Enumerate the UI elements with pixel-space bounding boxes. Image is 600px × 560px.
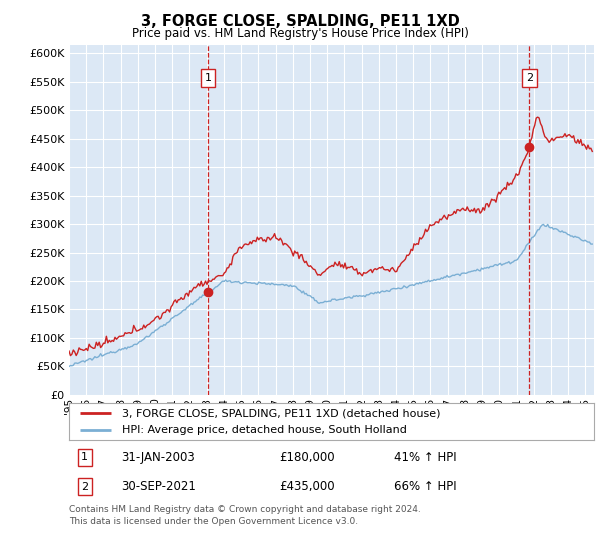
Text: This data is licensed under the Open Government Licence v3.0.: This data is licensed under the Open Gov… (69, 517, 358, 526)
Text: 66% ↑ HPI: 66% ↑ HPI (395, 480, 457, 493)
Text: 1: 1 (81, 452, 88, 462)
Text: Price paid vs. HM Land Registry's House Price Index (HPI): Price paid vs. HM Land Registry's House … (131, 27, 469, 40)
Text: 3, FORGE CLOSE, SPALDING, PE11 1XD (detached house): 3, FORGE CLOSE, SPALDING, PE11 1XD (deta… (121, 408, 440, 418)
Text: 2: 2 (81, 482, 88, 492)
Text: 2: 2 (526, 73, 533, 83)
Text: 41% ↑ HPI: 41% ↑ HPI (395, 451, 457, 464)
Text: 30-SEP-2021: 30-SEP-2021 (121, 480, 196, 493)
Text: 1: 1 (205, 73, 212, 83)
Text: HPI: Average price, detached house, South Holland: HPI: Average price, detached house, Sout… (121, 425, 406, 435)
Text: £435,000: £435,000 (279, 480, 335, 493)
Text: 31-JAN-2003: 31-JAN-2003 (121, 451, 195, 464)
Text: £180,000: £180,000 (279, 451, 335, 464)
Text: 3, FORGE CLOSE, SPALDING, PE11 1XD: 3, FORGE CLOSE, SPALDING, PE11 1XD (140, 14, 460, 29)
Text: Contains HM Land Registry data © Crown copyright and database right 2024.: Contains HM Land Registry data © Crown c… (69, 505, 421, 514)
